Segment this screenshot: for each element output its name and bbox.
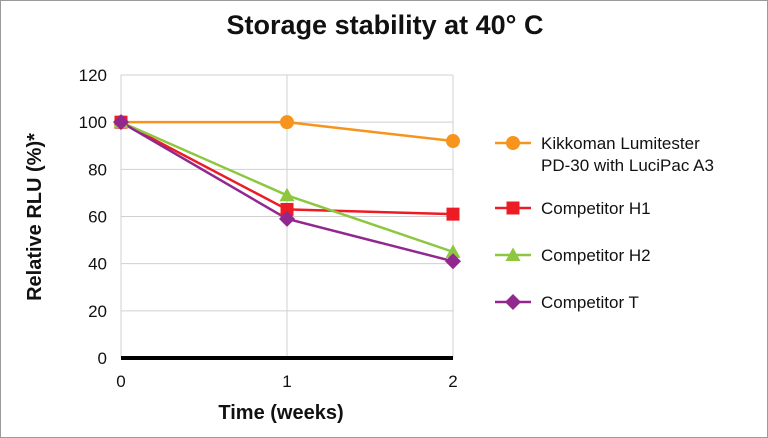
y-tick-label: 120	[79, 66, 107, 85]
y-tick-label: 60	[88, 208, 107, 227]
y-tick-label: 0	[98, 349, 107, 368]
legend: Kikkoman Lumitester PD-30 with LuciPac A3…	[495, 134, 714, 312]
data-point-3-1	[279, 210, 295, 227]
legend-label-0: PD-30 with LuciPac A3	[541, 156, 714, 175]
data-point-3-0	[113, 114, 129, 131]
axes: 0 20 40 60 80 100 120 0 1 2	[79, 66, 458, 391]
x-tick-label: 2	[448, 372, 457, 391]
x-tick-label: 1	[282, 372, 291, 391]
x-tick-label: 0	[116, 372, 125, 391]
y-tick-label: 80	[88, 160, 107, 179]
legend-marker-2	[505, 247, 521, 261]
y-tick-label: 100	[79, 113, 107, 132]
data-point-1-2	[446, 207, 460, 221]
legend-label-3: Competitor T	[541, 293, 639, 312]
data-point-1-1	[280, 202, 294, 216]
data-point-2-1	[279, 187, 295, 202]
y-axis-title: Relative RLU (%)*	[24, 133, 46, 301]
legend-marker-0	[506, 136, 520, 150]
legend-label-2: Competitor H2	[541, 246, 651, 265]
chart-title: Storage stability at 40° C	[227, 10, 544, 40]
data-point-0-1	[280, 115, 294, 130]
legend-marker-3	[505, 294, 521, 310]
legend-label-1: Competitor H1	[541, 199, 651, 218]
legend-label-0: Kikkoman Lumitester	[541, 134, 700, 153]
x-axis-title: Time (weeks)	[218, 402, 343, 424]
series-layer	[113, 114, 461, 270]
y-tick-label: 20	[88, 302, 107, 321]
data-point-0-2	[446, 134, 460, 149]
data-point-3-2	[445, 253, 461, 270]
y-tick-label: 40	[88, 255, 107, 274]
data-point-2-2	[445, 244, 461, 258]
legend-marker-1	[506, 201, 520, 215]
